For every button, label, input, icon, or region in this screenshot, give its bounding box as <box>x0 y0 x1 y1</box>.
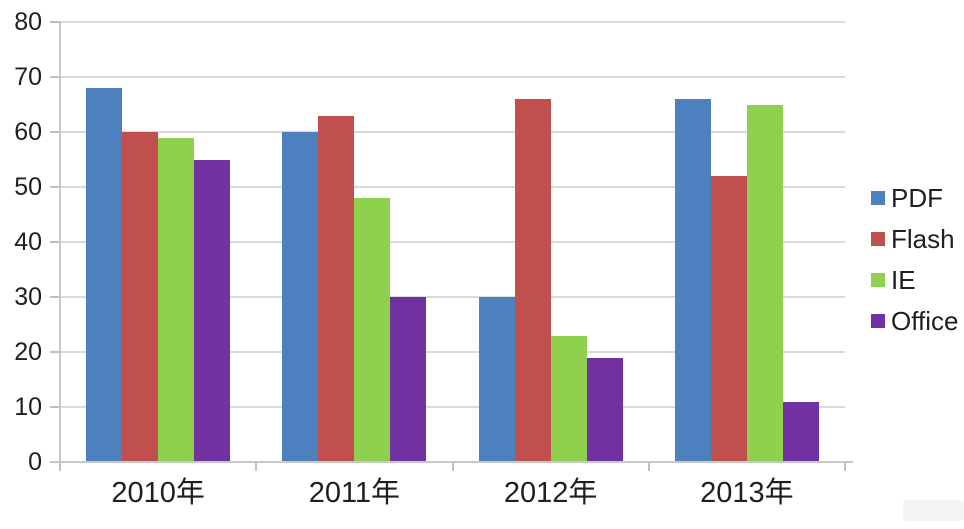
bar-ie-2010 <box>158 137 195 462</box>
y-axis-tick <box>50 76 60 78</box>
bar-flash-2013 <box>710 176 747 462</box>
y-axis-tick-label: 80 <box>14 8 42 36</box>
legend-label-office: Office <box>891 306 959 336</box>
legend-swatch-office <box>871 314 885 328</box>
x-axis-tick-label: 2013年 <box>700 477 794 509</box>
bar-office-2010 <box>194 159 231 462</box>
y-axis-line <box>59 22 61 462</box>
gridline <box>60 21 845 23</box>
bar-flash-2011 <box>318 115 355 462</box>
y-axis-tick-label: 70 <box>14 63 42 91</box>
y-axis-tick <box>50 21 60 23</box>
x-axis-tick <box>59 462 61 471</box>
y-axis-tick-label: 30 <box>14 283 42 311</box>
gridline <box>60 186 845 188</box>
bar-pdf-2013 <box>674 99 711 462</box>
background-artifact <box>903 500 964 521</box>
bar-office-2013 <box>782 401 819 462</box>
y-axis-tick <box>50 296 60 298</box>
bar-pdf-2011 <box>282 132 319 462</box>
x-axis-tick <box>647 462 650 471</box>
x-axis-tick-label: 2010年 <box>111 477 205 509</box>
gridline <box>60 296 845 298</box>
legend-swatch-flash <box>871 232 885 246</box>
legend-label-pdf: PDF <box>891 183 943 213</box>
y-axis-tick-label: 50 <box>14 173 42 201</box>
gridline <box>60 351 845 353</box>
bar-ie-2012 <box>550 335 587 462</box>
bar-pdf-2010 <box>86 88 123 462</box>
y-axis-tick-label: 10 <box>14 393 42 421</box>
gridline <box>60 241 845 243</box>
legend-label-flash: Flash <box>891 224 955 254</box>
y-axis-tick-label: 40 <box>14 228 42 256</box>
gridline <box>60 76 845 78</box>
legend-item-office: Office <box>871 307 964 335</box>
y-axis-tick <box>50 351 60 353</box>
x-axis-tick-label: 2012年 <box>503 477 598 509</box>
y-axis-tick-label: 0 <box>28 448 42 476</box>
y-axis-tick <box>50 186 60 188</box>
legend-item-pdf: PDF <box>871 184 964 212</box>
legend-label-ie: IE <box>891 265 916 295</box>
y-axis-tick <box>50 406 60 408</box>
gridline <box>60 131 845 133</box>
y-axis-tick-label: 60 <box>14 118 42 146</box>
bar-pdf-2012 <box>478 297 515 462</box>
bar-ie-2013 <box>746 104 783 462</box>
bar-flash-2010 <box>122 132 159 462</box>
x-axis-tick-label: 2011年 <box>308 477 401 509</box>
legend-swatch-pdf <box>871 191 885 205</box>
bar-office-2011 <box>390 297 427 462</box>
y-axis-tick <box>50 131 60 133</box>
y-axis-tick <box>50 241 60 243</box>
legend-swatch-ie <box>871 273 885 287</box>
y-axis-tick-label: 20 <box>14 338 42 366</box>
legend-item-flash: Flash <box>871 225 964 253</box>
legend-item-ie: IE <box>871 266 964 294</box>
x-axis-tick <box>844 462 846 471</box>
bar-office-2012 <box>586 357 623 462</box>
x-axis-tick <box>255 462 258 471</box>
gridline <box>60 406 845 408</box>
bar-ie-2011 <box>354 198 391 462</box>
x-axis-tick <box>451 462 454 471</box>
bar-flash-2012 <box>514 99 551 462</box>
